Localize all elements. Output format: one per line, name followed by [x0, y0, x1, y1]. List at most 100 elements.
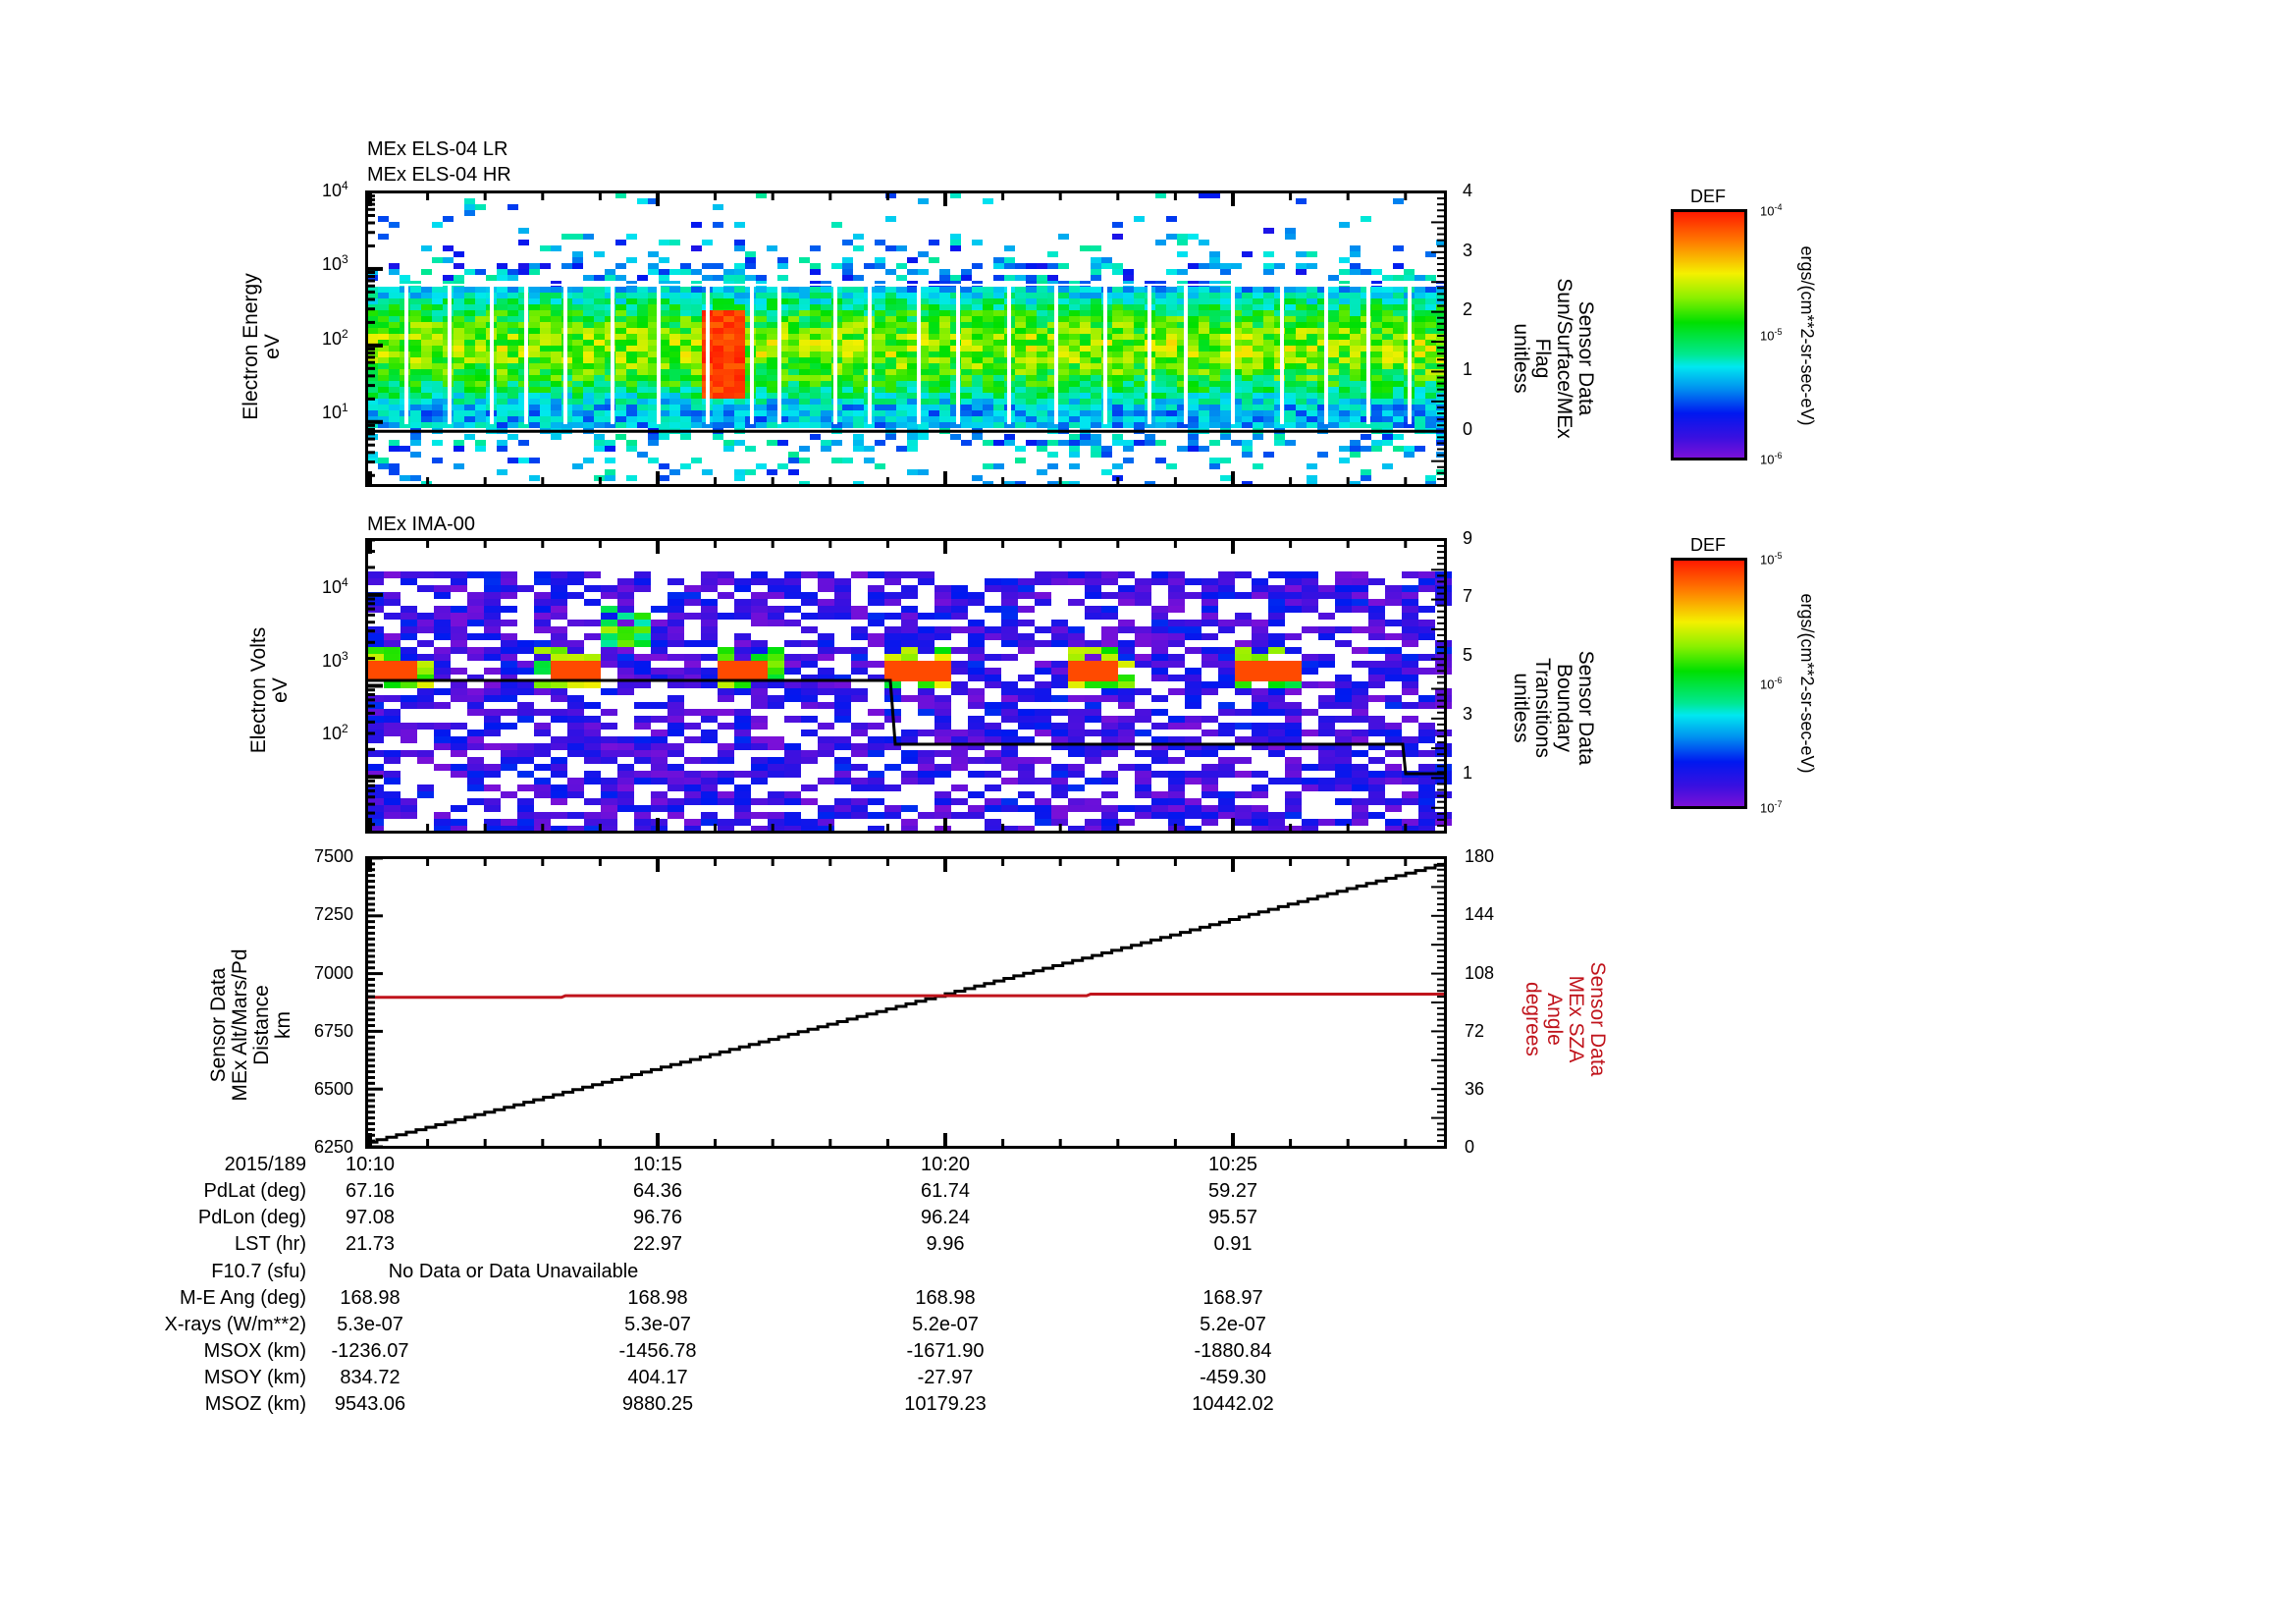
ephemeris-row-label: MSOY (km): [203, 1367, 306, 1388]
xaxis-tick: 10:15: [632, 1154, 683, 1175]
panel3-ytick: 6250: [314, 1137, 354, 1157]
ephemeris-value: 5.2e-07: [1200, 1314, 1266, 1335]
panel3-ytick: 7000: [314, 963, 354, 983]
ephemeris-row-label: PdLat (deg): [203, 1180, 306, 1202]
panel1-title-line2: MEx ELS-04 HR: [367, 164, 511, 186]
panel2-ytick: 104: [322, 575, 348, 597]
panel1-y2tick: 4: [1463, 181, 1473, 200]
ephemeris-row-label: X-rays (W/m**2): [164, 1314, 306, 1335]
panel1-ylabel-line2: eV: [261, 334, 284, 359]
ephemeris-value: 168.97: [1202, 1287, 1263, 1309]
panel1-y2label-line: Flag: [1531, 338, 1554, 379]
colorbar2-units: ergs/(cm**2-sr-sec-eV): [1797, 593, 1817, 774]
ephemeris-value: 10179.23: [904, 1393, 987, 1415]
panel2-y2tick: 1: [1463, 763, 1473, 783]
panel3-y2label: Sensor Data MEx SZA Angle degrees: [1514, 911, 1609, 1127]
panel3-ylabel: Sensor Data MEx Alt/Mars/Pd Distance km: [207, 917, 302, 1133]
ephemeris-row-label: MSOX (km): [203, 1340, 306, 1362]
panel3-y2tick: 36: [1465, 1079, 1485, 1099]
ephemeris-value: -1456.78: [618, 1340, 697, 1362]
colorbar2: [1671, 558, 1747, 809]
colorbar1: [1671, 209, 1747, 460]
panel3-y2tick: 180: [1465, 846, 1495, 866]
xaxis-tick: 10:10: [345, 1154, 396, 1175]
panel1-frame: [365, 190, 1447, 487]
panel3-line-plot: [367, 856, 1447, 1149]
panel1-ylabel: Electron Energy eV: [240, 248, 290, 445]
ephemeris-value: -1236.07: [331, 1340, 409, 1362]
panel2-ytick: 102: [322, 722, 348, 743]
colorbar1-tick: 10-6: [1760, 451, 1783, 467]
ephemeris-value: 61.74: [920, 1180, 971, 1202]
colorbar2-tick: 10-5: [1760, 551, 1783, 568]
ephemeris-value: 96.24: [920, 1207, 971, 1228]
panel3-ytick: 7500: [314, 846, 354, 866]
panel3-ylabel-line: Sensor Data: [207, 967, 230, 1083]
panel1-y2tick: 1: [1463, 359, 1473, 379]
panel1-ytick: 102: [322, 327, 348, 349]
panel2-title: MEx IMA-00: [367, 514, 476, 535]
ephemeris-value: 64.36: [632, 1180, 683, 1202]
panel3-y2label-line: Sensor Data: [1586, 961, 1609, 1077]
ephemeris-value: 5.2e-07: [912, 1314, 979, 1335]
colorbar1-label: DEF: [1690, 187, 1726, 206]
panel1-ytick: 103: [322, 252, 348, 274]
colorbar1-units: ergs/(cm**2-sr-sec-eV): [1797, 245, 1817, 426]
panel3-y2label-line: Angle: [1543, 993, 1566, 1046]
panel1-y2label-line: Sensor Data: [1575, 300, 1597, 416]
panel3-ylabel-line: km: [272, 1011, 294, 1039]
panel1-ytick: 101: [322, 401, 348, 422]
panel2-spectrogram: [367, 538, 1452, 833]
colorbar1-tick: 10-4: [1760, 202, 1783, 219]
ephemeris-value: 59.27: [1207, 1180, 1258, 1202]
colorbar2-tick: 10-6: [1760, 676, 1783, 692]
panel3-ytick: 6750: [314, 1021, 354, 1041]
ephemeris-note: No Data or Data Unavailable: [388, 1261, 639, 1282]
colorbar2-tick: 10-7: [1760, 799, 1783, 816]
ephemeris-value: 168.98: [915, 1287, 976, 1309]
panel3-ytick: 7250: [314, 904, 354, 924]
panel2-ylabel-line2: eV: [269, 677, 292, 703]
ephemeris-value: -1880.84: [1194, 1340, 1272, 1362]
panel3-ytick: 6500: [314, 1079, 354, 1099]
panel1-y2label: Sensor Data Sun/Surface/MEx Flag unitles…: [1502, 250, 1597, 466]
panel1-spectrogram: [367, 191, 1447, 487]
panel2-y2tick: 9: [1463, 528, 1473, 548]
ephemeris-value: 67.16: [345, 1180, 396, 1202]
ephemeris-value: 22.97: [632, 1233, 683, 1255]
panel2-y2label: Sensor Data Boundary Transitions unitles…: [1502, 600, 1597, 816]
panel2-ylabel: Electron Volts eV: [247, 592, 297, 788]
panel3-y2tick: 108: [1465, 963, 1495, 983]
ephemeris-value: 9880.25: [621, 1393, 694, 1415]
panel2-y2tick: 3: [1463, 704, 1473, 724]
ephemeris-value: 21.73: [345, 1233, 396, 1255]
panel1-y2label-line: Sun/Surface/MEx: [1553, 278, 1575, 439]
ephemeris-row-label: PdLon (deg): [197, 1207, 306, 1228]
ephemeris-value: 404.17: [627, 1367, 688, 1388]
panel1-y2tick: 0: [1463, 419, 1473, 439]
panel2-y2label-line: Transitions: [1531, 658, 1554, 758]
ephemeris-value: -27.97: [917, 1367, 974, 1388]
colorbar1-tick: 10-5: [1760, 327, 1783, 344]
panel3-frame: [365, 856, 1447, 1149]
colorbar2-label: DEF: [1690, 535, 1726, 555]
ephemeris-value: 9543.06: [334, 1393, 406, 1415]
panel2-y2label-line: Boundary: [1553, 664, 1575, 752]
panel2-frame: [365, 538, 1447, 834]
ephemeris-value: 10442.02: [1192, 1393, 1274, 1415]
ephemeris-value: 97.08: [345, 1207, 396, 1228]
xaxis-date: 2015/189: [224, 1154, 306, 1175]
panel1-ylabel-line1: Electron Energy: [240, 273, 262, 420]
ephemeris-value: 168.98: [340, 1287, 400, 1309]
panel1-y2tick: 3: [1463, 241, 1473, 260]
ephemeris-value: 168.98: [627, 1287, 688, 1309]
panel2-y2tick: 5: [1463, 645, 1473, 665]
ephemeris-row-label: MSOZ (km): [204, 1393, 306, 1415]
panel2-ytick: 103: [322, 649, 348, 671]
ephemeris-value: -459.30: [1200, 1367, 1266, 1388]
panel3-y2tick: 0: [1465, 1137, 1475, 1157]
ephemeris-value: 96.76: [632, 1207, 683, 1228]
panel2-y2tick: 7: [1463, 586, 1473, 606]
panel1-title-line1: MEx ELS-04 LR: [367, 138, 508, 160]
panel3-y2label-line: MEx SZA: [1565, 975, 1587, 1063]
